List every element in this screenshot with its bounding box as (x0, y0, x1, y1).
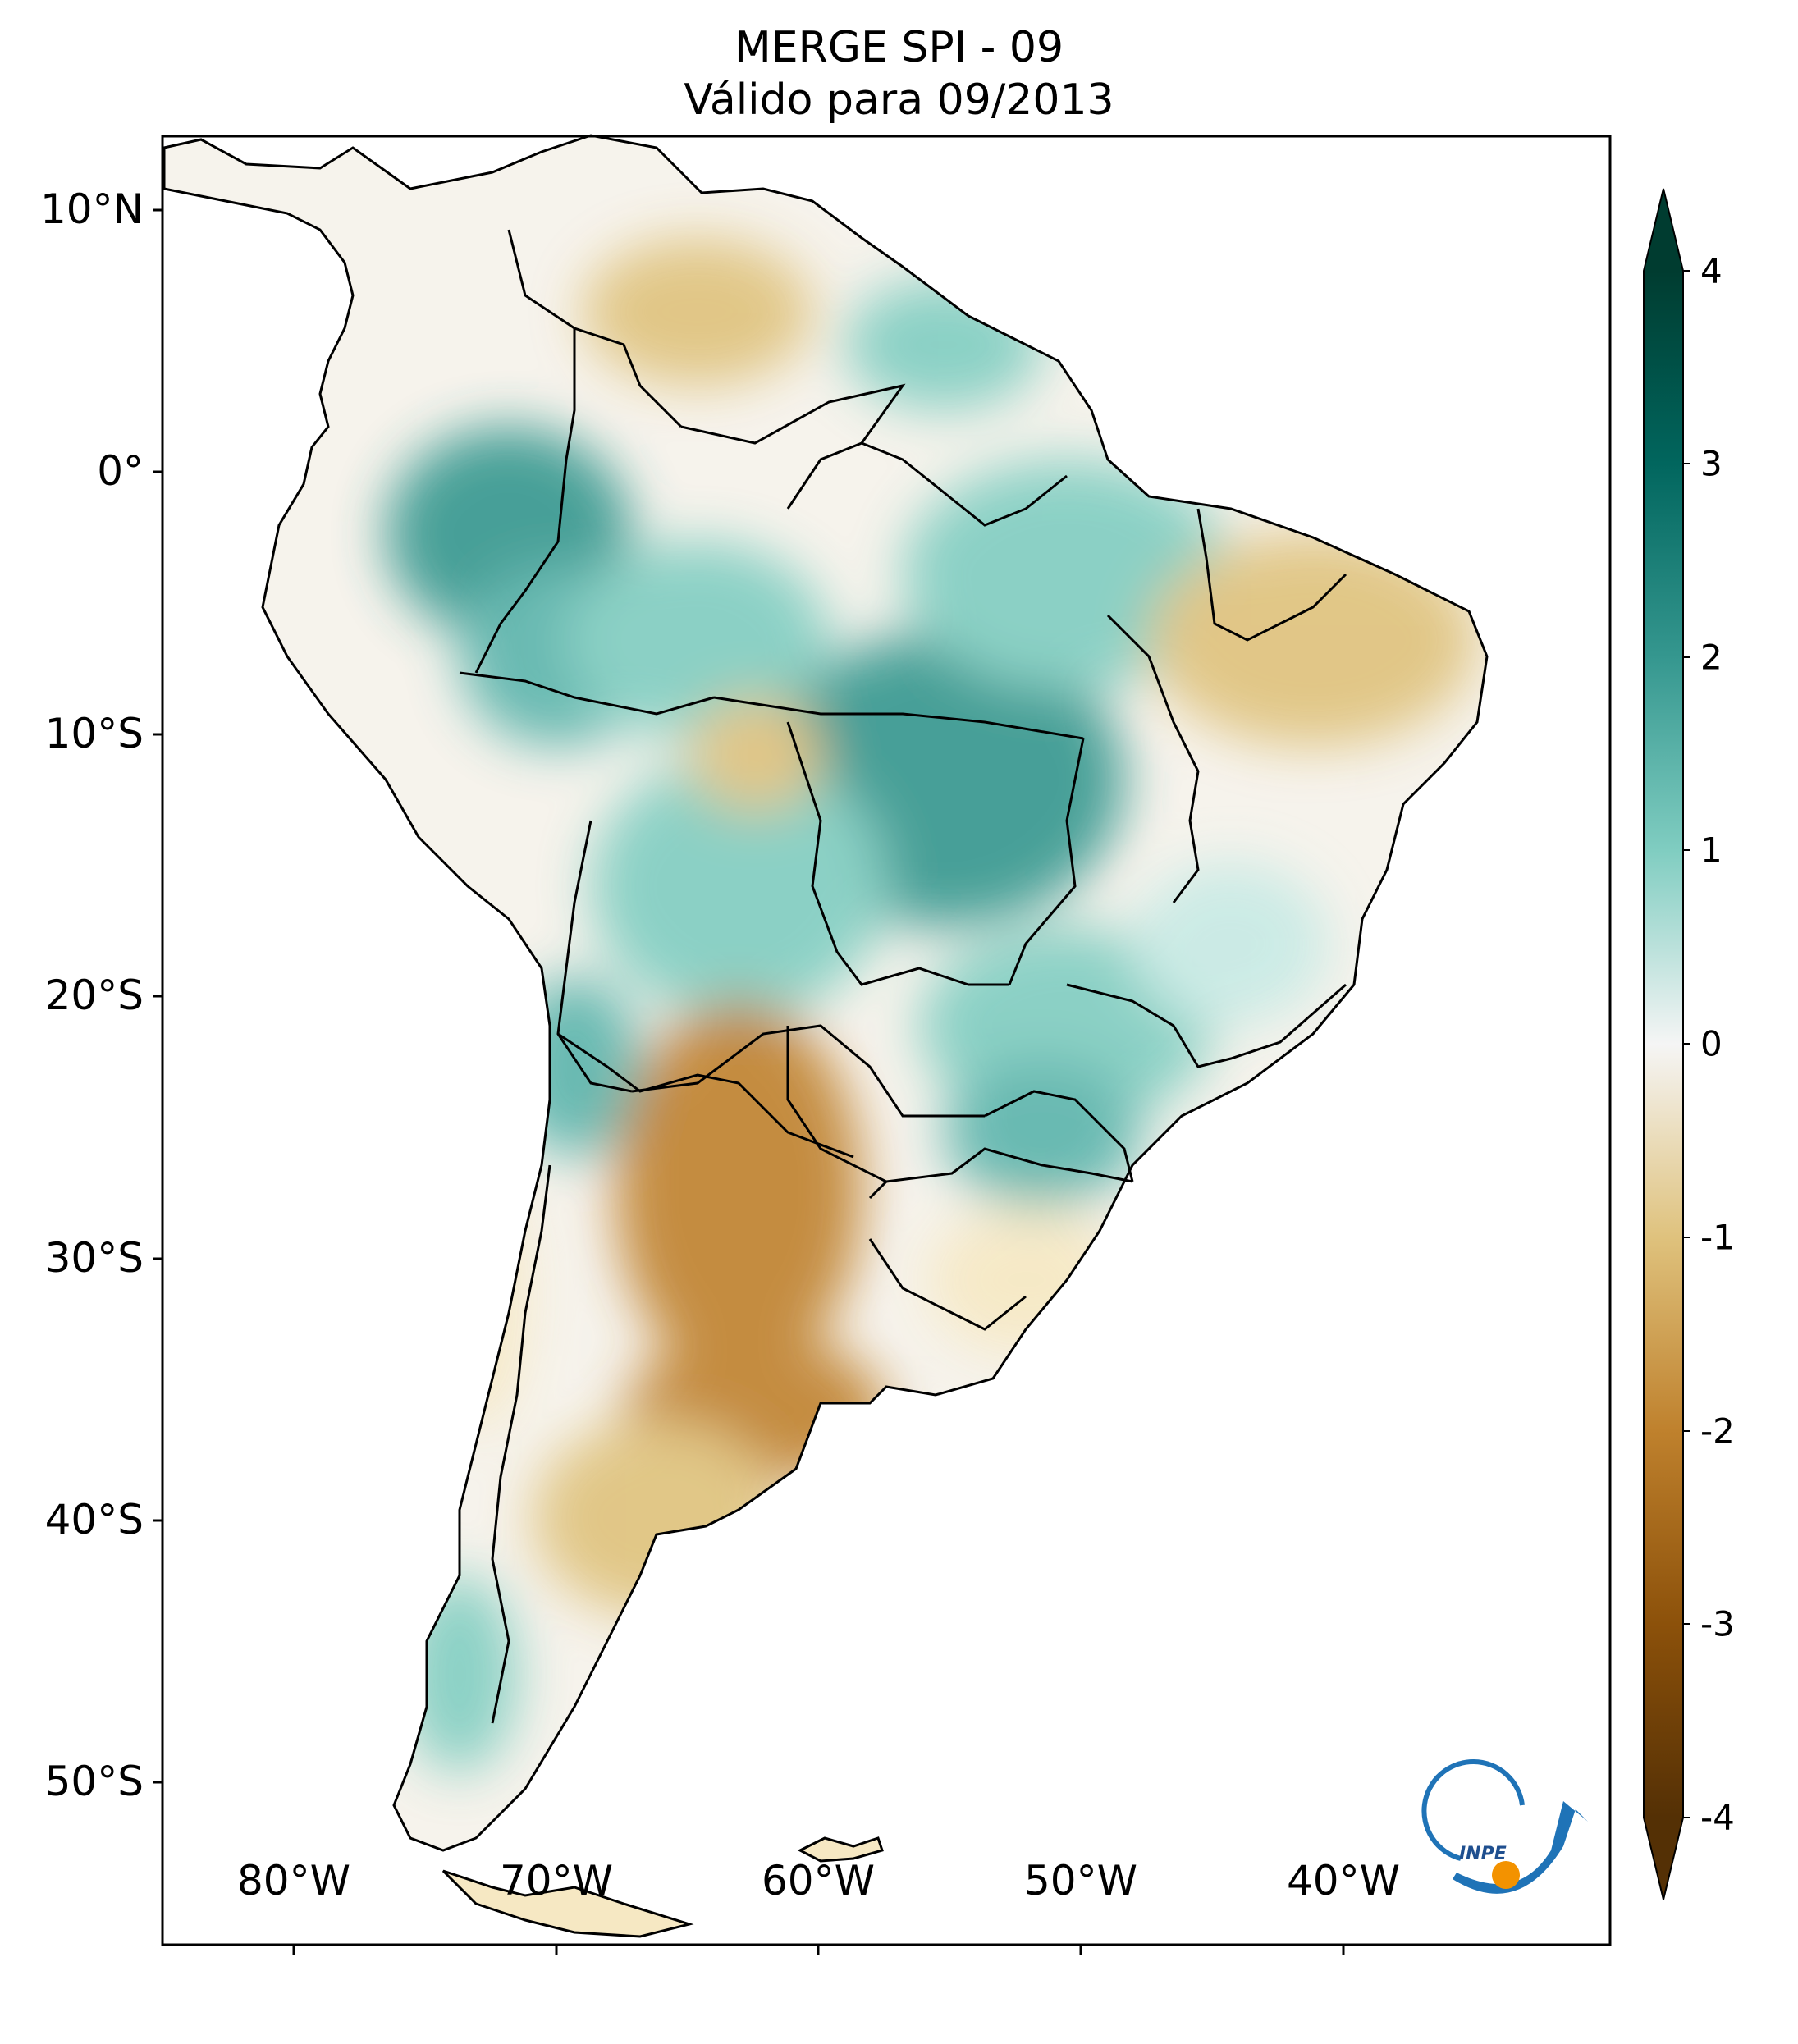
colorbar-label-3: 3 (1700, 443, 1723, 484)
lat-label-0: 0° (97, 447, 144, 495)
colorbar-label-2: 2 (1700, 637, 1723, 678)
map-axes (161, 135, 1612, 1946)
tierra-del-fuego (441, 1869, 694, 1938)
inpe-logo-text: INPE (1459, 1844, 1507, 1864)
map-title: MERGE SPI - 09 (734, 23, 1064, 72)
colorbar-label-1: 1 (1700, 830, 1723, 871)
inpe-logo: INPE (1421, 1759, 1588, 1894)
lon-label-80w: 80°W (236, 1857, 351, 1905)
colorbar-label-neg1: -1 (1700, 1217, 1735, 1258)
colorbar-label-neg4: -4 (1700, 1797, 1735, 1838)
colorbar-label-4: 4 (1700, 250, 1723, 291)
lat-label-50s: 50°S (44, 1758, 144, 1805)
lat-label-10s: 10°S (44, 710, 144, 757)
colorbar-min-extension (1644, 1818, 1683, 1900)
axis-ticks (153, 208, 1345, 1955)
colorbar-label-neg3: -3 (1700, 1603, 1735, 1644)
lon-label-50w: 50°W (1023, 1857, 1138, 1905)
lon-label-70w: 70°W (499, 1857, 614, 1905)
lat-label-10n: 10°N (39, 185, 144, 233)
colorbar-label-0: 0 (1700, 1023, 1723, 1064)
map-subtitle: Válido para 09/2013 (684, 75, 1114, 125)
lon-label-40w: 40°W (1286, 1857, 1401, 1905)
colorbar-max-extension (1644, 189, 1683, 271)
colorbar-ticks (1683, 270, 1690, 1818)
lat-label-20s: 20°S (44, 972, 144, 1019)
lon-label-60w: 60°W (761, 1857, 876, 1905)
colorbar-label-neg2: -2 (1700, 1411, 1735, 1452)
colorbar (1644, 271, 1683, 1818)
lat-label-40s: 40°S (44, 1496, 144, 1543)
political-borders (459, 229, 1347, 1724)
lat-label-30s: 30°S (44, 1234, 144, 1282)
falkland-islands (797, 1836, 884, 1863)
